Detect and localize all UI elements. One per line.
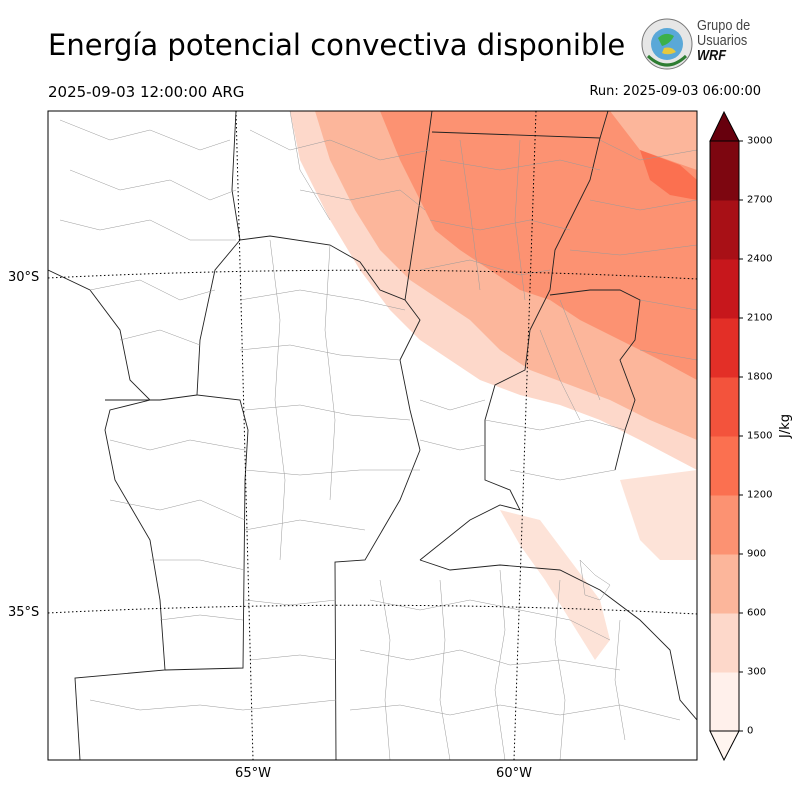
colorbar-segment [710, 436, 739, 496]
cape-band-0-300-east [620, 470, 697, 560]
wrf-users-logo: Grupo de Usuarios WRF [640, 16, 765, 72]
map-frame [47, 110, 698, 761]
logo-line-3: WRF [697, 47, 727, 64]
colorbar-tick-marks [739, 140, 743, 732]
colorbar-tick-label: 1200 [747, 489, 773, 501]
lon-label-65w: 65°W [235, 766, 271, 781]
logo-text: Grupo de Usuarios WRF [697, 18, 750, 63]
department-borders [59, 111, 697, 760]
cape-shading [290, 111, 697, 660]
colorbar-tick-label: 1800 [747, 371, 773, 383]
graticule-35s [48, 604, 697, 615]
valid-time: 2025-09-03 12:00:00 ARG [48, 83, 245, 101]
colorbar-segment [710, 672, 739, 732]
logo-line-2: Usuarios [697, 32, 748, 49]
graticule [48, 111, 697, 760]
colorbar-segment [710, 259, 739, 319]
colorbar-unit-label: J/kg [778, 414, 793, 438]
run-time: Run: 2025-09-03 06:00:00 [589, 84, 761, 99]
colorbar [709, 110, 743, 762]
colorbar-tick-label: 3000 [747, 135, 773, 147]
colorbar-extend-max [709, 110, 740, 142]
colorbar-tick-label: 1500 [747, 430, 773, 442]
colorbar-tick-label: 2100 [747, 312, 773, 324]
map-title: Energía potencial convectiva disponible [48, 28, 626, 62]
colorbar-tick-label: 2700 [747, 194, 773, 206]
cape-band-600-900 [380, 111, 697, 380]
wrf-globe-icon [641, 18, 693, 70]
lat-label-35s: 35°S [8, 605, 40, 620]
colorbar-segment [710, 141, 739, 201]
colorbar-tick-label: 0 [747, 725, 754, 737]
colorbar-segment [710, 495, 739, 555]
province-borders [48, 111, 697, 760]
cape-band-0-300-south [500, 510, 610, 660]
graticule-30s [48, 269, 697, 280]
colorbar-segment [710, 377, 739, 437]
colorbar-tick-label: 600 [747, 607, 767, 619]
colorbar-segment [710, 200, 739, 260]
colorbar-tick-label: 300 [747, 666, 767, 678]
logo-line-1: Grupo de [697, 17, 751, 34]
colorbar-tick-label: 2400 [747, 253, 773, 265]
colorbar-segment [710, 613, 739, 673]
graticule-60w [513, 111, 537, 760]
lat-label-30s: 30°S [8, 270, 40, 285]
colorbar-tick-label: 900 [747, 548, 767, 560]
colorbar-segments [710, 141, 739, 732]
cape-band-900-1200 [640, 150, 697, 200]
colorbar-segment [710, 554, 739, 614]
colorbar-segment [710, 318, 739, 378]
graticule-65w [235, 111, 254, 760]
lon-label-60w: 60°W [496, 766, 532, 781]
colorbar-extend-min [709, 730, 740, 762]
